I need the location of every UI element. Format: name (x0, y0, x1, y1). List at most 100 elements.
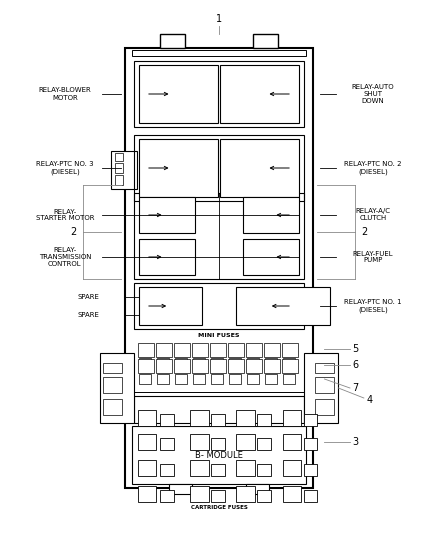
Bar (304, 464, 318, 476)
Bar (157, 358, 169, 368)
Bar (190, 410, 208, 426)
Text: 3: 3 (352, 437, 358, 447)
Bar (139, 139, 218, 197)
Bar (283, 434, 301, 450)
Bar (103, 377, 122, 393)
Bar (246, 343, 262, 357)
Bar (264, 359, 280, 373)
Bar (192, 359, 208, 373)
Bar (246, 359, 262, 373)
Bar (103, 399, 122, 415)
Text: CARTRIDGE FUSES: CARTRIDGE FUSES (191, 505, 247, 510)
Bar (100, 353, 134, 423)
Bar (315, 399, 334, 415)
Bar (132, 50, 306, 56)
Bar (134, 396, 304, 423)
Bar (190, 486, 208, 502)
Bar (134, 135, 304, 201)
Bar (282, 343, 298, 357)
Bar (237, 460, 255, 476)
Bar (244, 197, 299, 233)
Text: RELAY-
STARTER MOTOR: RELAY- STARTER MOTOR (35, 208, 94, 222)
Bar (175, 358, 187, 368)
Bar (304, 490, 318, 502)
Bar (304, 438, 318, 450)
Bar (220, 139, 299, 197)
Bar (115, 175, 123, 185)
Bar (139, 358, 151, 368)
Bar (315, 377, 334, 393)
Bar (138, 486, 156, 502)
Bar (211, 374, 223, 384)
Bar (134, 61, 304, 127)
Bar (156, 359, 172, 373)
Bar (138, 359, 154, 373)
Bar (247, 374, 259, 384)
Bar (115, 163, 123, 173)
Bar (103, 363, 122, 373)
Text: RELAY-PTC NO. 1
(DIESEL): RELAY-PTC NO. 1 (DIESEL) (344, 299, 402, 313)
Bar (193, 374, 205, 384)
Bar (138, 410, 156, 426)
Text: MINI FUSES: MINI FUSES (198, 333, 240, 338)
Bar (174, 343, 190, 357)
Bar (156, 343, 172, 357)
Text: B- MODULE: B- MODULE (195, 450, 243, 459)
Bar (138, 460, 156, 476)
Bar (138, 434, 156, 450)
Text: SPARE: SPARE (77, 294, 99, 300)
Text: RELAY-BLOWER
MOTOR: RELAY-BLOWER MOTOR (39, 87, 91, 101)
Bar (139, 65, 218, 123)
Bar (246, 484, 269, 494)
Bar (211, 414, 225, 426)
Bar (175, 374, 187, 384)
Text: RELAY-
TRANSMISSION
CONTROL: RELAY- TRANSMISSION CONTROL (39, 247, 91, 267)
Text: RELAY-AUTO
SHUT
DOWN: RELAY-AUTO SHUT DOWN (352, 84, 395, 104)
Bar (265, 374, 277, 384)
Text: SPARE: SPARE (77, 312, 99, 318)
Bar (229, 374, 241, 384)
Bar (115, 153, 123, 161)
Bar (282, 359, 298, 373)
Bar (160, 464, 174, 476)
Bar (257, 490, 271, 502)
Bar (283, 374, 295, 384)
Bar (257, 438, 271, 450)
Text: 6: 6 (352, 360, 358, 370)
Bar (211, 464, 225, 476)
Text: RELAY-A/C
CLUTCH: RELAY-A/C CLUTCH (356, 208, 391, 222)
Bar (265, 358, 277, 368)
Bar (192, 343, 208, 357)
Bar (139, 239, 194, 275)
Bar (253, 34, 278, 48)
Bar (283, 358, 295, 368)
Bar (247, 358, 259, 368)
Bar (220, 65, 299, 123)
Bar (304, 414, 318, 426)
Bar (160, 34, 185, 48)
Bar (283, 410, 301, 426)
Bar (237, 434, 255, 450)
Bar (111, 151, 137, 189)
Bar (160, 438, 174, 450)
Bar (138, 343, 154, 357)
Bar (125, 48, 313, 488)
Text: 7: 7 (352, 383, 359, 393)
Bar (169, 484, 192, 494)
Bar (134, 283, 304, 329)
Bar (211, 490, 225, 502)
Text: RELAY-FUEL
PUMP: RELAY-FUEL PUMP (353, 251, 393, 263)
Bar (157, 374, 169, 384)
Bar (134, 193, 304, 279)
Bar (237, 486, 255, 502)
Bar (190, 434, 208, 450)
Bar (264, 343, 280, 357)
Bar (228, 359, 244, 373)
Text: 2: 2 (361, 227, 368, 237)
Text: 4: 4 (366, 395, 372, 405)
Bar (174, 359, 190, 373)
Bar (139, 287, 201, 325)
Bar (211, 438, 225, 450)
Text: RELAY-PTC NO. 3
(DIESEL): RELAY-PTC NO. 3 (DIESEL) (36, 161, 94, 175)
Bar (160, 414, 174, 426)
